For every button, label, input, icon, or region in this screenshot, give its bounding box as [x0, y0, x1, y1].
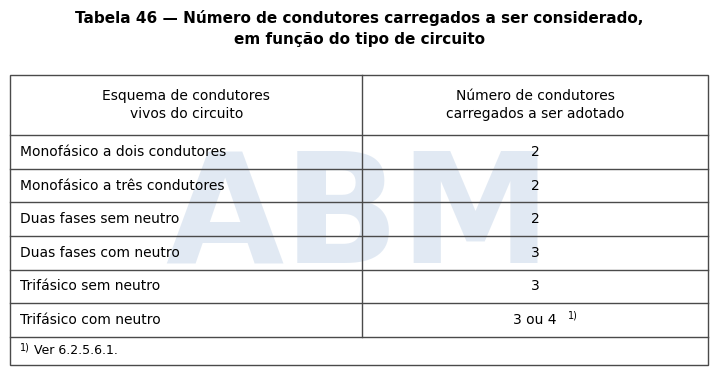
Text: 3: 3 — [531, 280, 540, 293]
Text: Monofásico a três condutores: Monofásico a três condutores — [20, 178, 225, 193]
Text: 2: 2 — [531, 145, 540, 159]
Text: 3: 3 — [531, 246, 540, 260]
Text: Monofásico a dois condutores: Monofásico a dois condutores — [20, 145, 226, 159]
Bar — [10, 75, 708, 365]
Text: Duas fases sem neutro: Duas fases sem neutro — [20, 212, 180, 226]
Text: Esquema de condutores
vivos do circuito: Esquema de condutores vivos do circuito — [102, 89, 270, 121]
Text: Trifásico com neutro: Trifásico com neutro — [20, 313, 161, 327]
Text: Duas fases com neutro: Duas fases com neutro — [20, 246, 180, 260]
Text: Tabela 46 — Número de condutores carregados a ser considerado,
em função do tipo: Tabela 46 — Número de condutores carrega… — [75, 10, 643, 47]
Text: 3 ou 4: 3 ou 4 — [513, 313, 557, 327]
Text: 1): 1) — [569, 310, 578, 320]
Text: Número de condutores
carregados a ser adotado: Número de condutores carregados a ser ad… — [446, 89, 625, 121]
Text: Trifásico sem neutro: Trifásico sem neutro — [20, 280, 160, 293]
Text: Ver 6.2.5.6.1.: Ver 6.2.5.6.1. — [34, 344, 118, 357]
Text: ABM: ABM — [166, 146, 552, 295]
Text: 2: 2 — [531, 178, 540, 193]
Text: 2: 2 — [531, 212, 540, 226]
Text: 1): 1) — [20, 343, 30, 353]
